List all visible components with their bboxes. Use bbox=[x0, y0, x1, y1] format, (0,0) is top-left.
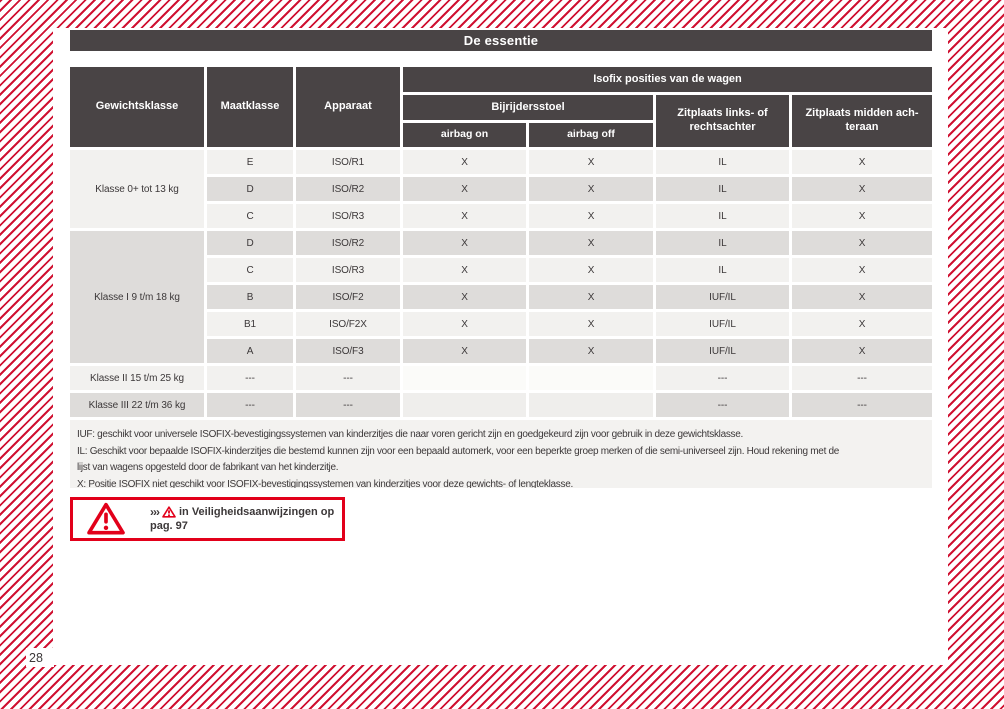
footnote-iuf: IUF: geschikt voor universele ISOFIX-bev… bbox=[77, 429, 743, 440]
cell-achter: IUF/IL bbox=[656, 285, 789, 309]
cell-apparaat: ISO/R3 bbox=[296, 204, 400, 228]
cell-midden: X bbox=[792, 231, 932, 255]
footnote-il-line1: IL: Geschikt voor bepaalde ISOFIX-kinder… bbox=[77, 445, 840, 457]
cell-midden: X bbox=[792, 150, 932, 174]
cell-airbag-off: X bbox=[529, 312, 653, 336]
cell-apparaat: ISO/R3 bbox=[296, 258, 400, 282]
cell-maatklasse: E bbox=[207, 150, 293, 174]
cell-achter: --- bbox=[656, 393, 789, 417]
warning-triangle-mini-icon bbox=[162, 506, 176, 518]
cell-achter: IUF/IL bbox=[656, 312, 789, 336]
warning-line2: pag. 97 bbox=[150, 520, 188, 532]
cell-airbag-on: X bbox=[403, 231, 526, 255]
cell-maatklasse: D bbox=[207, 231, 293, 255]
footnote-x: X: Positie ISOFIX niet geschikt voor ISO… bbox=[77, 478, 573, 489]
cell-apparaat: --- bbox=[296, 393, 400, 417]
chevrons-glyph: ››› bbox=[150, 505, 160, 519]
col-header-isofix-group: Isofix posities van de wagen bbox=[403, 67, 932, 92]
cell-airbag-on-empty bbox=[403, 366, 526, 390]
cell-maatklasse: B1 bbox=[207, 312, 293, 336]
cell-apparaat: ISO/F2 bbox=[296, 285, 400, 309]
cell-airbag-off: X bbox=[529, 231, 653, 255]
cell-airbag-off: X bbox=[529, 150, 653, 174]
cell-apparaat: ISO/R2 bbox=[296, 177, 400, 201]
col-header-zitplaats-achter: Zitplaats links- of rechtsachter bbox=[656, 95, 789, 147]
cell-airbag-off: X bbox=[529, 339, 653, 363]
cell-maatklasse: D bbox=[207, 177, 293, 201]
group-label-klasse-0plus: Klasse 0+ tot 13 kg bbox=[70, 150, 204, 228]
cell-achter: IL bbox=[656, 258, 789, 282]
col-header-apparaat: Apparaat bbox=[296, 67, 400, 147]
cell-achter: IL bbox=[656, 231, 789, 255]
cell-airbag-on: X bbox=[403, 312, 526, 336]
cell-maatklasse: A bbox=[207, 339, 293, 363]
cell-midden: X bbox=[792, 204, 932, 228]
cell-airbag-off-empty bbox=[529, 366, 653, 390]
row-label-klasse-iii: Klasse III 22 t/m 36 kg bbox=[70, 393, 204, 417]
table-footnotes: IUF: geschikt voor universele ISOFIX-bev… bbox=[70, 420, 932, 488]
cell-midden: X bbox=[792, 312, 932, 336]
page-number: 28 bbox=[26, 648, 54, 667]
cell-airbag-off-empty bbox=[529, 393, 653, 417]
col-header-maatklasse: Maatklasse bbox=[207, 67, 293, 147]
cell-airbag-on: X bbox=[403, 258, 526, 282]
cell-apparaat: ISO/F2X bbox=[296, 312, 400, 336]
cell-airbag-on: X bbox=[403, 204, 526, 228]
cell-maatklasse: B bbox=[207, 285, 293, 309]
cell-midden: X bbox=[792, 339, 932, 363]
isofix-positions-table: Gewichtsklasse Maatklasse Apparaat Isofi… bbox=[70, 67, 932, 417]
cell-airbag-on-empty bbox=[403, 393, 526, 417]
footnote-il-line2: lijst van wagens opgesteld door de fabri… bbox=[77, 462, 339, 473]
col-header-gewichtsklasse: Gewichtsklasse bbox=[70, 67, 204, 147]
cell-maatklasse: --- bbox=[207, 393, 293, 417]
cell-achter: IL bbox=[656, 204, 789, 228]
cell-midden: --- bbox=[792, 393, 932, 417]
warning-reference-text: ››› in Veiligheidsaanwijzingen op pag. 9… bbox=[150, 505, 334, 533]
cell-apparaat: --- bbox=[296, 366, 400, 390]
cell-achter: IUF/IL bbox=[656, 339, 789, 363]
cell-airbag-on: X bbox=[403, 285, 526, 309]
cell-maatklasse: --- bbox=[207, 366, 293, 390]
cell-achter: --- bbox=[656, 366, 789, 390]
page-title: De essentie bbox=[70, 30, 932, 51]
warning-triangle-icon bbox=[87, 502, 125, 535]
cell-maatklasse: C bbox=[207, 258, 293, 282]
group-label-klasse-i: Klasse I 9 t/m 18 kg bbox=[70, 231, 204, 363]
cell-airbag-off: X bbox=[529, 285, 653, 309]
cell-achter: IL bbox=[656, 150, 789, 174]
row-label-klasse-ii: Klasse II 15 t/m 25 kg bbox=[70, 366, 204, 390]
safety-warning-box: ››› in Veiligheidsaanwijzingen op pag. 9… bbox=[70, 497, 345, 541]
cell-apparaat: ISO/R2 bbox=[296, 231, 400, 255]
cell-airbag-on: X bbox=[403, 339, 526, 363]
cell-apparaat: ISO/F3 bbox=[296, 339, 400, 363]
cell-apparaat: ISO/R1 bbox=[296, 150, 400, 174]
col-header-zitplaats-midden: Zitplaats midden ach- teraan bbox=[792, 95, 932, 147]
cell-achter: IL bbox=[656, 177, 789, 201]
cell-airbag-off: X bbox=[529, 177, 653, 201]
cell-midden: X bbox=[792, 177, 932, 201]
cell-airbag-off: X bbox=[529, 258, 653, 282]
cell-midden: X bbox=[792, 258, 932, 282]
cell-maatklasse: C bbox=[207, 204, 293, 228]
cell-midden: X bbox=[792, 285, 932, 309]
warning-line1: in Veiligheidsaanwijzingen op bbox=[179, 506, 335, 518]
cell-airbag-on: X bbox=[403, 177, 526, 201]
cell-midden: --- bbox=[792, 366, 932, 390]
cell-airbag-on: X bbox=[403, 150, 526, 174]
cell-airbag-off: X bbox=[529, 204, 653, 228]
col-header-bijrijdersstoel: Bijrijdersstoel bbox=[403, 95, 653, 120]
col-header-airbag-off: airbag off bbox=[529, 123, 653, 147]
col-header-airbag-on: airbag on bbox=[403, 123, 526, 147]
